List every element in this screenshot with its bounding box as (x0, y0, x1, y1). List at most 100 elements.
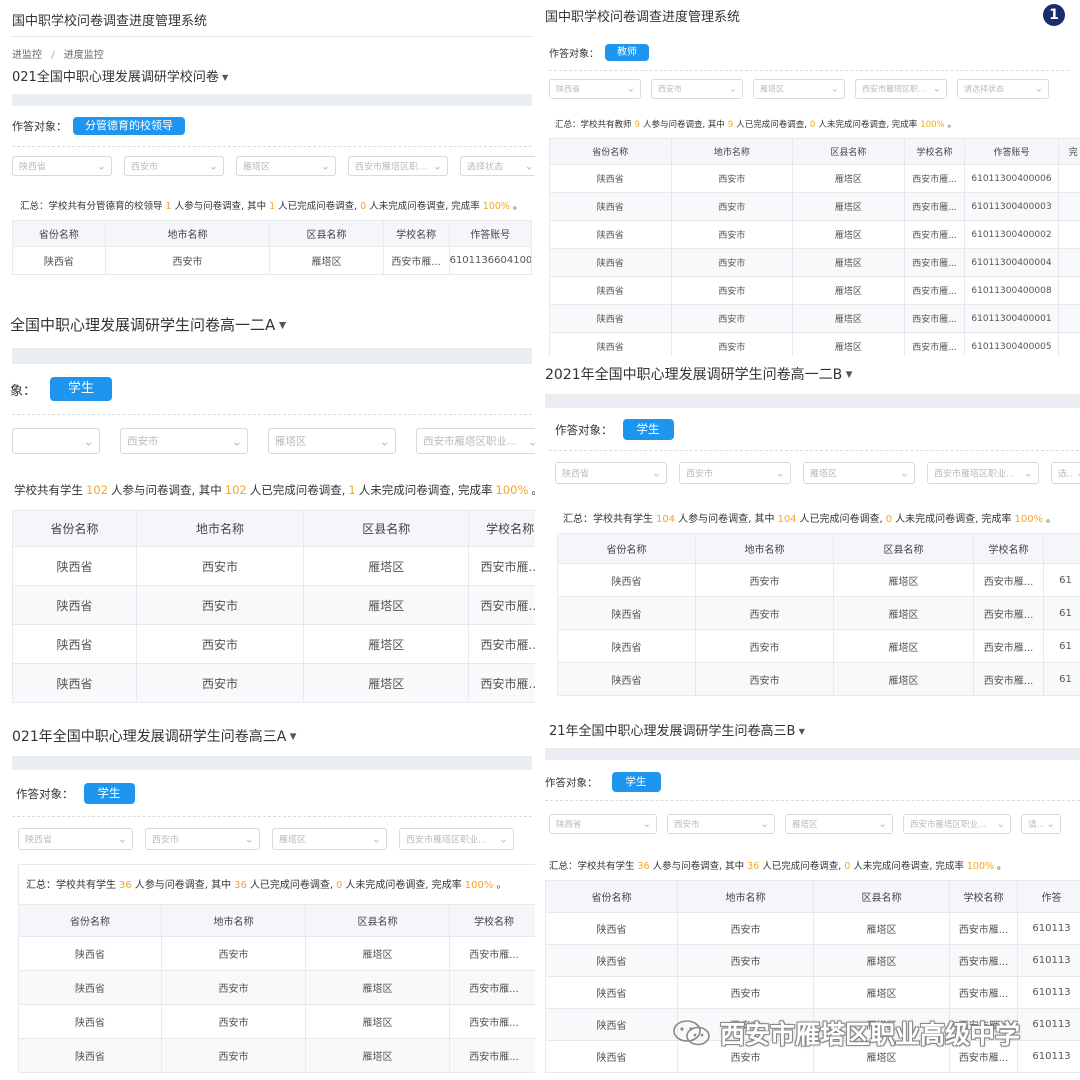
filter-select[interactable]: 陕西省 ⌄ (549, 79, 641, 99)
survey-selector[interactable]: 021全国中职心理发展调研学校问卷 ▼ (12, 66, 228, 85)
filter-select[interactable]: 选择⌄ (1051, 462, 1080, 484)
summary-text-part: 人未完成问卷调查, 完成率 (345, 880, 462, 891)
summary-count-rate: 100% (1014, 514, 1044, 525)
filter-select[interactable]: 西安市雁塔区职业...⌄ (927, 462, 1039, 484)
column-header: 区县名称 (813, 880, 950, 913)
chevron-down-icon: ⌄ (996, 818, 1005, 830)
summary-count-done: 36 (234, 880, 247, 891)
chevron-down-icon: ⌄ (899, 466, 909, 480)
filter-select[interactable]: 西安市 ⌄ (651, 79, 743, 99)
table-cell: 西安市雁... (468, 663, 535, 703)
survey-selector[interactable]: 2021年全国中职心理发展调研学生问卷高一二B ▼ (545, 364, 852, 384)
summary-text-part: 。 (496, 880, 507, 891)
survey-title: 2021年全国中职心理发展调研学生问卷高一二B (545, 367, 843, 383)
filter-select[interactable]: 雁塔区 ⌄ (236, 156, 336, 176)
table-cell: 西安市雁... (903, 164, 966, 193)
chevron-down-icon: ⌄ (528, 434, 535, 449)
table-cell: 雁塔区 (813, 944, 950, 977)
target-button-teacher[interactable]: 教师 (605, 44, 649, 61)
filter-select[interactable]: ⌄ (12, 428, 100, 454)
survey-selector[interactable]: 21年全国中职心理发展调研学生问卷高三B ▼ (549, 720, 805, 739)
table-cell: 西安市雁... (903, 332, 966, 356)
table-row: 陕西省 西安市 雁塔区 西安市雁... (18, 936, 535, 971)
filter-select[interactable]: 雁塔区 ⌄ (803, 462, 915, 484)
chevron-down-icon: ⌄ (83, 433, 94, 449)
table-cell: 61 (1043, 662, 1080, 696)
summary-text-part: 人未完成问卷调查, 完成率 (358, 483, 493, 497)
table-cell: 61 (1043, 563, 1080, 597)
breadcrumb-parent[interactable]: 进监控 (12, 50, 42, 61)
summary-text-part: 。 (997, 861, 1007, 872)
filter-select[interactable]: 选择状态 ⌄ (460, 156, 535, 176)
target-button-student[interactable]: 学生 (611, 772, 661, 792)
filter-select[interactable]: 西安市雁塔区职业...⌄ (348, 156, 448, 176)
summary-text-part: 人已完成问卷调查, (249, 880, 334, 891)
help-icon[interactable]: 1 (1043, 4, 1065, 26)
table-cell: 西安市 (670, 220, 794, 249)
table-cell: 西安市 (677, 944, 814, 977)
table-row: 陕西省 西安市 雁塔区 西安市雁... 61011300400006 (549, 164, 1080, 193)
summary-text: 汇总：学校共有学生 36 人参与问卷调查, 其中 36 人已完成问卷调查, 0 人未完成问卷… (549, 858, 1007, 872)
filter-select[interactable]: 西安市 ⌄ (124, 156, 224, 176)
table-cell: 61011300400006 (964, 164, 1059, 193)
table-cell: 西安市雁... (949, 944, 1018, 977)
answer-target-row: 作答对象： 分管德育的校领导 (12, 117, 185, 135)
filter-select[interactable]: 陕西省 ⌄ (555, 462, 667, 484)
filter-select[interactable]: 陕西省 ⌄ (18, 828, 133, 850)
filter-select[interactable]: 西安市雁塔区职业...⌄ (903, 814, 1011, 834)
table-cell: 雁塔区 (269, 246, 384, 275)
caret-down-icon: ▼ (278, 320, 287, 331)
filter-value: 陕西省 (556, 820, 582, 830)
target-button-leaders[interactable]: 分管德育的校领导 (73, 117, 185, 135)
filter-select[interactable]: 陕西省 ⌄ (549, 814, 657, 834)
target-button-student[interactable]: 学生 (50, 377, 113, 401)
survey-selector[interactable]: 021年全国中职心理发展调研学生问卷高三A ▼ (12, 726, 296, 746)
chevron-down-icon: ⌄ (932, 83, 941, 95)
answer-target-label: 作答对象： (12, 120, 67, 133)
breadcrumb-separator: / (51, 50, 55, 61)
table-cell: 西安市雁... (468, 624, 535, 664)
table-cell: 陕西省 (549, 276, 672, 305)
filter-select[interactable]: 西安市雁塔区职业...⌄ (855, 79, 947, 99)
filter-select[interactable]: 雁塔区 ⌄ (268, 428, 396, 454)
table-row: 陕西省 西安市 雁塔区 西安市雁... 610113 (545, 1008, 1080, 1041)
summary-text-part: 人参与问卷调查, 其中 (652, 861, 745, 872)
table-cell: 陕西省 (557, 596, 696, 630)
filter-select[interactable]: 请选择状态⌄ (957, 79, 1049, 99)
filter-value: 雁塔区 (279, 835, 307, 846)
filter-select[interactable]: 西安市雁塔区职业...⌄ (416, 428, 535, 454)
table-cell (1057, 164, 1080, 193)
summary-count-total: 36 (637, 861, 650, 872)
filter-select[interactable]: 请选择状态⌄ (1021, 814, 1061, 834)
filter-select[interactable]: 西安市雁塔区职业...⌄ (399, 828, 514, 850)
table-cell: 西安市 (695, 629, 834, 663)
table-cell: 西安市 (135, 585, 305, 625)
filter-select[interactable]: 雁塔区 ⌄ (785, 814, 893, 834)
filter-value: 西安市 (152, 835, 180, 846)
breadcrumb-current: 进度监控 (63, 50, 104, 61)
filter-select[interactable]: 雁塔区 ⌄ (272, 828, 387, 850)
filter-select[interactable]: 陕西省 ⌄ (12, 156, 112, 176)
summary-count-rate: 100% (966, 861, 995, 872)
filter-select[interactable]: 雁塔区 ⌄ (753, 79, 845, 99)
table-header-row: 省份名称 地市名称 区县名称 学校名称 作答账号完 (549, 138, 1080, 165)
filter-value: 西安市 (127, 435, 159, 448)
summary-count-done: 36 (747, 861, 760, 872)
filter-value: 选择 (1058, 469, 1074, 480)
summary-text-part: 人未完成问卷调查, 完成率 (853, 861, 964, 872)
filter-select[interactable]: 西安市 ⌄ (145, 828, 260, 850)
target-button-student[interactable]: 学生 (622, 419, 674, 440)
filter-select[interactable]: 西安市 ⌄ (667, 814, 775, 834)
survey-selector[interactable]: 全国中职心理发展调研学生问卷高一二A ▼ (10, 314, 286, 335)
column-header: 地市名称 (670, 138, 794, 165)
filter-select[interactable]: 西安市 ⌄ (120, 428, 248, 454)
panel-teacher-survey: 国中职学校问卷调查进度管理系统 1 作答对象： 教师 陕西省 ⌄ 西安市 ⌄ 雁塔区 ⌄ 西… (545, 0, 1080, 356)
summary-text-part: 人已完成问卷调查, (762, 861, 842, 872)
chevron-down-icon: ⌄ (1076, 467, 1080, 480)
target-button-student[interactable]: 学生 (83, 783, 135, 804)
chevron-down-icon: ⌄ (231, 433, 242, 449)
table-header-row: 省份名称 地市名称 区县名称 学校名称 作答 (545, 880, 1080, 913)
table-cell: 雁塔区 (305, 1038, 450, 1073)
table-cell: 陕西省 (549, 220, 672, 249)
filter-select[interactable]: 西安市 ⌄ (679, 462, 791, 484)
